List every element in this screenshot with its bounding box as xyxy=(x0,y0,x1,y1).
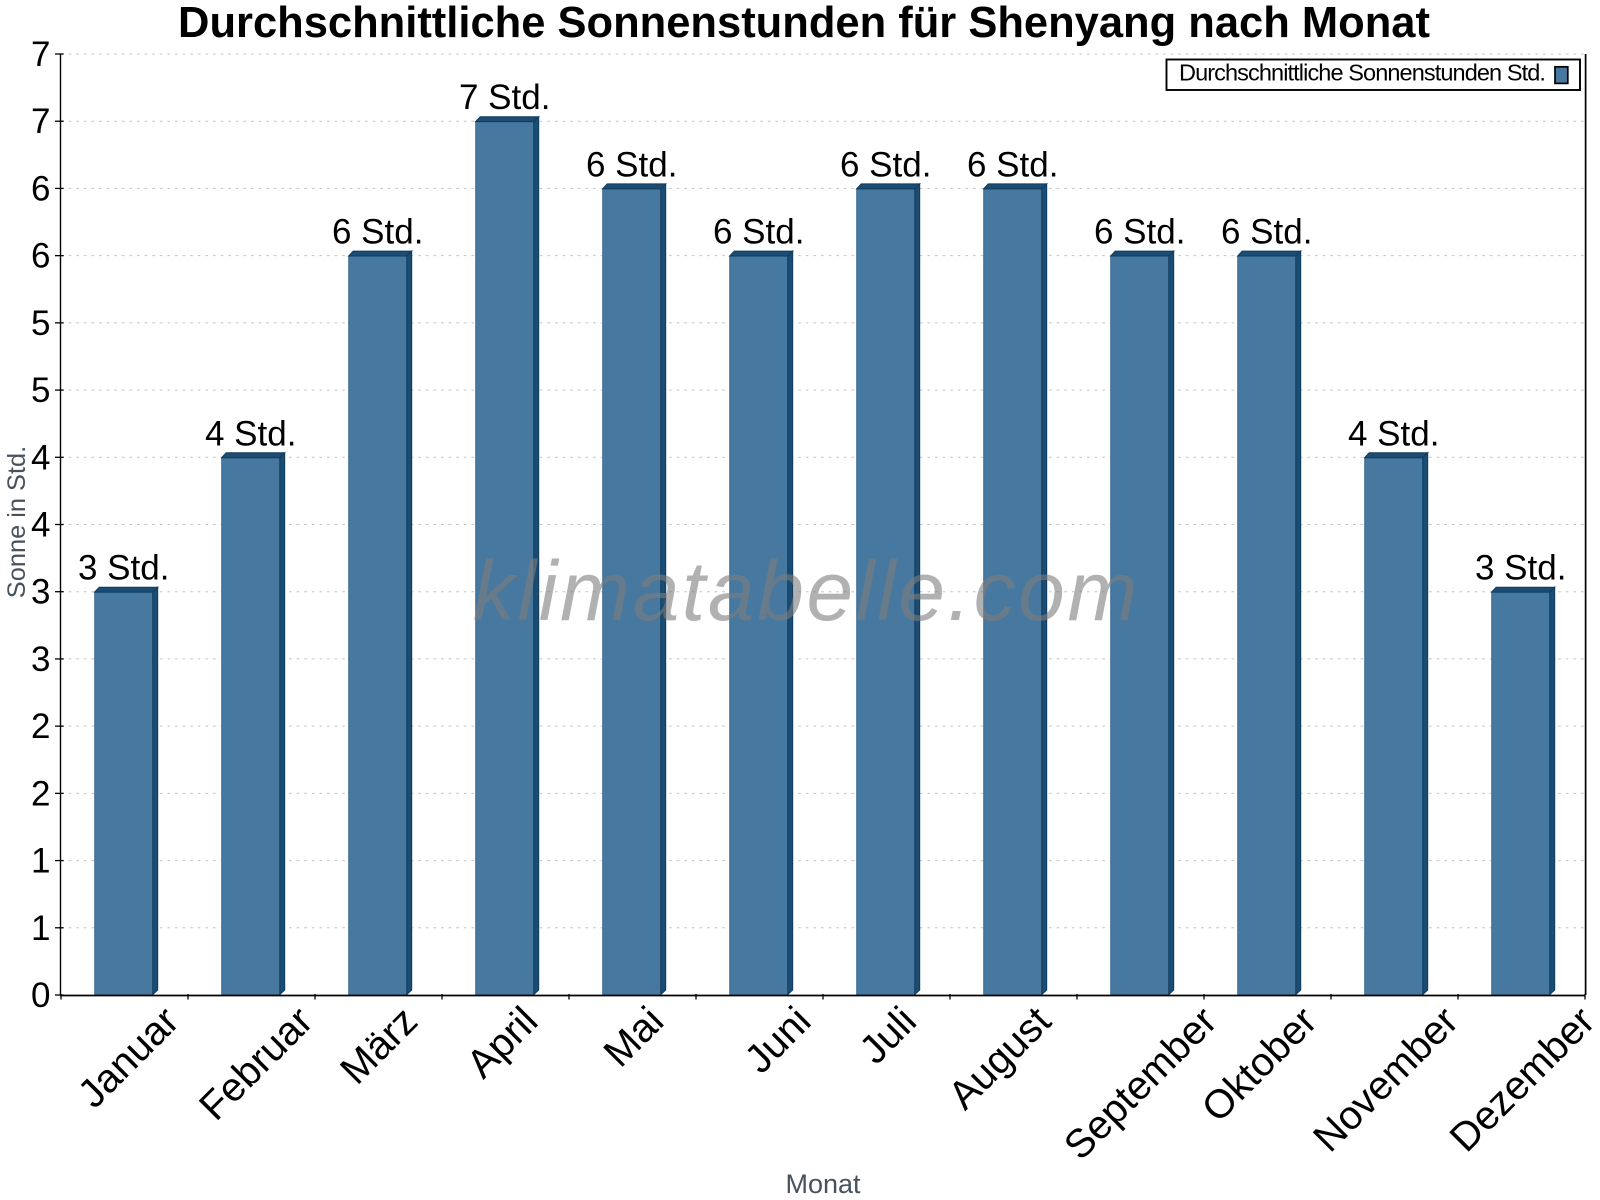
svg-text:0: 0 xyxy=(31,976,50,1015)
svg-text:4: 4 xyxy=(31,438,50,477)
svg-text:3: 3 xyxy=(31,573,50,612)
svg-text:4: 4 xyxy=(31,506,50,545)
svg-text:6: 6 xyxy=(31,237,50,276)
svg-text:6 Std.: 6 Std. xyxy=(586,145,677,184)
svg-text:2: 2 xyxy=(31,707,50,746)
svg-text:4 Std.: 4 Std. xyxy=(205,414,296,453)
svg-text:6: 6 xyxy=(31,169,50,208)
svg-text:6 Std.: 6 Std. xyxy=(332,213,423,252)
svg-text:Durchschnittliche Sonnenstunde: Durchschnittliche Sonnenstunden Std. xyxy=(1179,60,1545,86)
svg-text:6 Std.: 6 Std. xyxy=(1221,213,1312,252)
svg-text:4 Std.: 4 Std. xyxy=(1348,414,1439,453)
svg-text:1: 1 xyxy=(31,842,50,881)
svg-text:6 Std.: 6 Std. xyxy=(840,145,931,184)
svg-text:2: 2 xyxy=(31,774,50,813)
svg-text:3: 3 xyxy=(31,640,50,679)
svg-text:Durchschnittliche Sonnenstunde: Durchschnittliche Sonnenstunden für Shen… xyxy=(178,0,1430,47)
svg-text:Sonne in Std.: Sonne in Std. xyxy=(3,446,31,598)
svg-text:6 Std.: 6 Std. xyxy=(1094,213,1185,252)
svg-text:5: 5 xyxy=(31,371,50,410)
svg-text:3 Std.: 3 Std. xyxy=(78,549,169,588)
svg-text:7 Std.: 7 Std. xyxy=(459,78,550,117)
svg-text:5: 5 xyxy=(31,304,50,343)
svg-text:1: 1 xyxy=(31,909,50,948)
svg-text:6 Std.: 6 Std. xyxy=(967,145,1058,184)
svg-text:7: 7 xyxy=(31,102,50,141)
svg-text:3 Std.: 3 Std. xyxy=(1475,549,1566,588)
svg-text:6 Std.: 6 Std. xyxy=(713,213,804,252)
svg-text:klimatabelle.com: klimatabelle.com xyxy=(473,544,1140,638)
svg-text:Monat: Monat xyxy=(785,1169,861,1199)
svg-text:7: 7 xyxy=(31,35,50,74)
